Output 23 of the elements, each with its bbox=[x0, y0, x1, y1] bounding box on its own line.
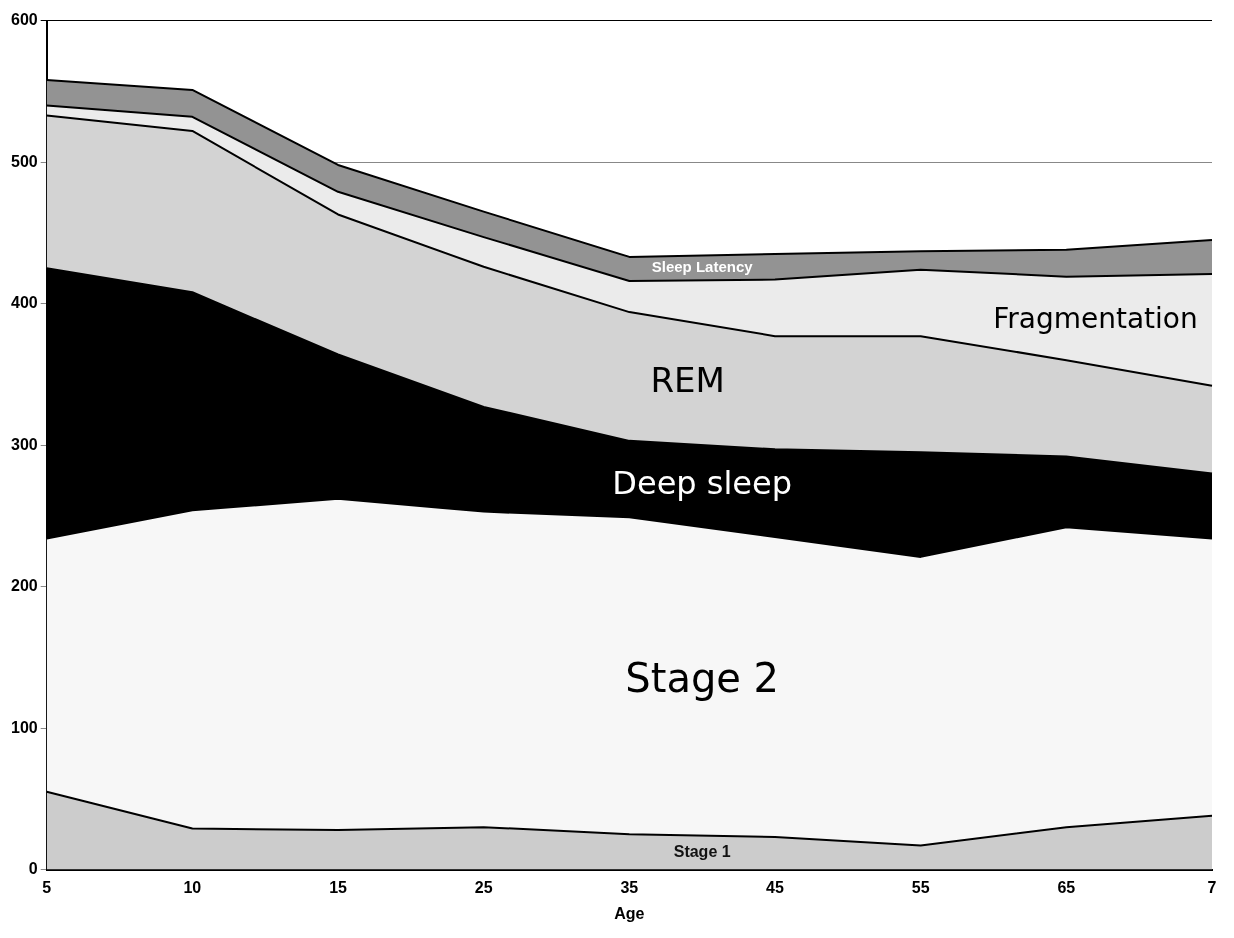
x-tick-label: 25 bbox=[474, 878, 493, 896]
series-label: Stage 1 bbox=[673, 843, 731, 861]
y-tick-label: 0 bbox=[28, 860, 38, 878]
x-tick-label: 7 bbox=[1207, 878, 1217, 896]
series-label: Stage 2 bbox=[625, 654, 780, 701]
y-tick-label: 100 bbox=[10, 718, 38, 736]
y-tick-label: 300 bbox=[10, 435, 38, 453]
series-label: Deep sleep bbox=[612, 464, 793, 503]
x-tick-label: 45 bbox=[766, 878, 785, 896]
x-tick-label: 10 bbox=[183, 878, 202, 896]
x-tick-label: 5 bbox=[42, 878, 52, 896]
y-tick-label: 200 bbox=[10, 577, 38, 595]
y-tick-label: 500 bbox=[10, 152, 38, 170]
x-tick-label: 65 bbox=[1057, 878, 1076, 896]
series-label: REM bbox=[650, 359, 725, 400]
y-tick-label: 400 bbox=[10, 294, 38, 312]
y-tick-label: 600 bbox=[10, 11, 38, 29]
series-label: Fragmentation bbox=[993, 302, 1198, 335]
x-tick-label: 55 bbox=[911, 878, 930, 896]
x-axis-title: Age bbox=[614, 904, 645, 922]
x-tick-label: 15 bbox=[329, 878, 348, 896]
series-label: Sleep Latency bbox=[651, 258, 754, 276]
x-tick-label: 35 bbox=[620, 878, 639, 896]
